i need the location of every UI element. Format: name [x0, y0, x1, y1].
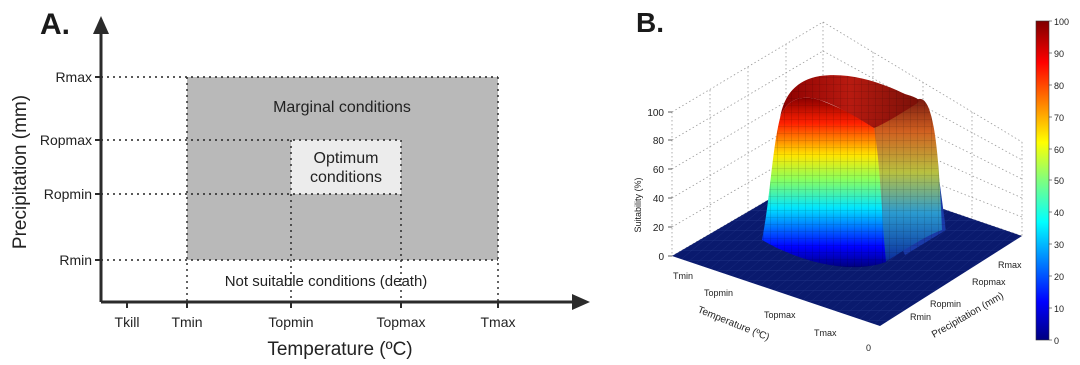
optimum-label-line1: Optimum [314, 150, 379, 167]
z-tick-0: 0 [658, 252, 664, 263]
precip-tick-rmin: Rmin [910, 312, 931, 322]
corner-zero: 0 [866, 343, 871, 353]
colorbar-tick-70: 70 [1054, 113, 1064, 123]
y-axis-arrow [93, 16, 109, 34]
z-tick-100: 100 [647, 108, 664, 119]
x-axis-title: Temperature (ºC) [267, 339, 412, 360]
z-tick-20: 20 [653, 223, 665, 234]
z-ticks [668, 111, 672, 257]
panel-b-letter: B. [636, 7, 664, 38]
surface-side-face-mesh [872, 98, 942, 262]
temp-tick-tmin: Tmin [673, 271, 693, 281]
guide-lines [101, 76, 499, 302]
temp-axis-title: Temperature (ºC) [696, 305, 771, 344]
x-tick-tmin: Tmin [171, 314, 202, 330]
colorbar-tick-80: 80 [1054, 81, 1064, 91]
surface-top-mesh [780, 75, 919, 128]
x-tick-topmin: Topmin [268, 314, 313, 330]
z-tick-80: 80 [653, 136, 665, 147]
y-tick-rmax: Rmax [55, 69, 92, 85]
y-axis-title: Precipitation (mm) [10, 95, 31, 249]
x-tick-tmax: Tmax [481, 314, 516, 330]
colorbar-tick-10: 10 [1054, 304, 1064, 314]
optimum-region [291, 140, 401, 194]
colorbar-tick-0: 0 [1054, 336, 1059, 346]
x-tick-topmax: Topmax [376, 314, 425, 330]
panel-a-letter: A. [40, 8, 70, 41]
y-tick-ropmax: Ropmax [40, 132, 92, 148]
x-tick-tkill: Tkill [115, 314, 140, 330]
colorbar-tick-30: 30 [1054, 240, 1064, 250]
z-axis-title: Suitability (%) [633, 177, 643, 232]
temp-tick-tmax: Tmax [814, 328, 837, 338]
colorbar-tick-50: 50 [1054, 176, 1064, 186]
y-tick-ropmin: Ropmin [44, 186, 92, 202]
z-tick-40: 40 [653, 194, 665, 205]
optimum-label-line2: conditions [310, 169, 382, 186]
panel-b: B. [633, 7, 1069, 353]
temp-tick-topmax: Topmax [764, 310, 796, 320]
axis-ticks [95, 76, 499, 308]
temp-tick-topmin: Topmin [704, 288, 733, 298]
colorbar-ticks [1049, 20, 1052, 341]
colorbar-tick-60: 60 [1054, 145, 1064, 155]
not-suitable-label: Not suitable conditions (death) [225, 273, 428, 290]
panel-a: A. [10, 8, 590, 360]
marginal-label: Marginal conditions [273, 99, 411, 116]
precip-tick-ropmax: Ropmax [972, 277, 1006, 287]
colorbar-tick-20: 20 [1054, 272, 1064, 282]
colorbar [1035, 20, 1050, 341]
colorbar-tick-100: 100 [1054, 17, 1069, 27]
colorbar-tick-90: 90 [1054, 49, 1064, 59]
x-axis-arrow [572, 294, 590, 310]
z-tick-60: 60 [653, 165, 665, 176]
y-tick-rmin: Rmin [59, 252, 92, 268]
surface-front-face-mesh [762, 97, 886, 268]
precip-tick-ropmin: Ropmin [930, 299, 961, 309]
colorbar-tick-40: 40 [1054, 208, 1064, 218]
precip-tick-rmax: Rmax [998, 260, 1022, 270]
